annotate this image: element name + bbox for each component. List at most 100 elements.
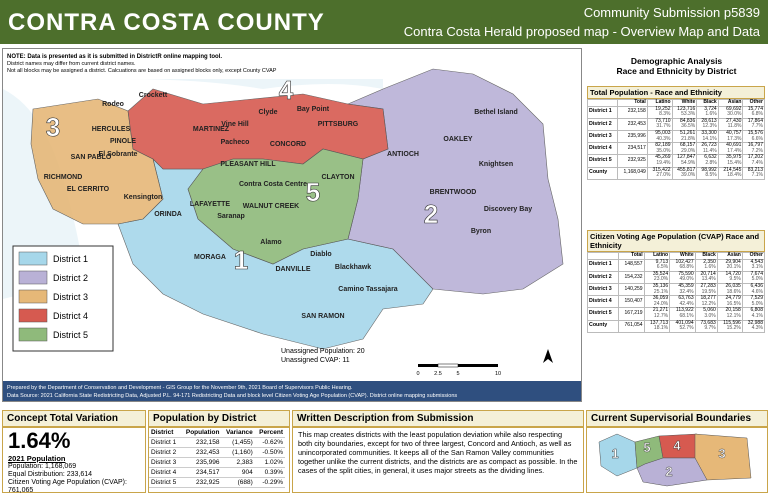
percent: 29.0%	[681, 147, 696, 154]
place-label: OAKLEY	[443, 136, 473, 143]
table-cell: District 5	[149, 477, 181, 488]
row-name: District 2	[586, 270, 620, 284]
value-cell: 315,422 27.0%	[646, 166, 673, 180]
percent: 20.1%	[726, 264, 741, 271]
percent: 32.4%	[679, 288, 694, 295]
table-row: County 761,054 137,713 18.1% 401,094 52.7% 73,…	[586, 319, 766, 333]
header-cell	[586, 252, 620, 260]
count: 35,975	[726, 154, 742, 161]
map-note: NOTE: Data is presented as it is submitt…	[7, 54, 222, 60]
place-label: Byron	[471, 228, 491, 235]
district-number: 1	[234, 245, 248, 275]
place-label: DANVILLE	[276, 266, 311, 273]
count: 24,779	[725, 295, 741, 302]
count: 18,277	[700, 295, 716, 302]
percent: 5.0%	[751, 300, 763, 307]
scale-label: 2.5	[434, 371, 442, 377]
place-label: HERCULES	[92, 126, 131, 133]
value-cell: 27,283 19.5%	[694, 282, 718, 297]
footer-band	[3, 381, 581, 401]
count: 35,524	[652, 270, 669, 277]
current-label: 5	[643, 440, 650, 455]
place-label: Camino Tassajara	[338, 286, 398, 293]
place-label: Blackhawk	[335, 264, 371, 271]
count: 17,202	[747, 154, 763, 161]
value-cell: 24,779 16.5%	[716, 295, 743, 309]
value-cell: 4,543 3.1%	[741, 258, 766, 272]
count: 29,904	[725, 258, 741, 265]
value-cell: 115,596 15.2%	[716, 319, 743, 333]
count: 69,692	[726, 105, 742, 112]
value-cell: 98,992 8.5%	[696, 166, 719, 180]
percent: 42.4%	[679, 300, 694, 307]
percent: 4.1%	[751, 312, 763, 319]
value-cell: 113,922 68.1%	[669, 307, 696, 321]
percent: 24.0%	[653, 300, 669, 307]
map-note: Not all blocks may be assigned a distric…	[7, 68, 277, 74]
value-cell: 6,808 4.1%	[741, 307, 766, 321]
table-cell: -0.29%	[254, 477, 285, 488]
district-area	[187, 148, 364, 265]
count: 45,359	[678, 282, 694, 289]
value-cell: 6,632 2.8%	[696, 154, 719, 168]
place-label: Rodeo	[102, 101, 124, 108]
count: 7,674	[750, 270, 763, 277]
submission: Community Submission p5839	[583, 5, 760, 20]
value-cell: 45,269 19.4%	[646, 154, 673, 168]
current-title: Current Supervisorial Boundaries	[587, 411, 767, 428]
value-cell: 17,202 7.4%	[742, 154, 765, 168]
percent: 4.3%	[751, 325, 763, 332]
table-row: District 1 232,158 19,252 8.3% 123,716 53.3% 3…	[586, 105, 765, 119]
place-label: PINOLE	[110, 138, 136, 145]
count: 40,691	[726, 142, 742, 149]
percent: 7.7%	[751, 123, 763, 130]
percent: 53.3%	[681, 111, 696, 118]
total-cell: 761,054	[618, 319, 645, 333]
scale-label: 5	[456, 371, 459, 377]
table-row: District 3 235,996 2,383 1.02%	[149, 457, 285, 468]
table-row: District 5 232,925 (688) -0.29%	[149, 477, 285, 488]
north-arrow	[543, 349, 553, 363]
place-label: BRENTWOOD	[430, 189, 477, 196]
legend-label: District 4	[53, 311, 88, 321]
percent: 9.7%	[704, 325, 716, 332]
value-cell: 18,277 12.2%	[694, 295, 718, 309]
total-cell: 232,158	[617, 105, 648, 119]
place-label: Crockett	[139, 92, 168, 99]
place-label: ANTIOCH	[387, 151, 419, 158]
value-cell: 63,763 42.4%	[669, 295, 696, 309]
header-cell: Total	[618, 252, 645, 260]
count: 33,300	[701, 129, 717, 136]
footer-text: Prepared by the Department of Conservati…	[7, 385, 353, 391]
value-cell: 127,847 54.9%	[671, 154, 698, 168]
percent: 40.3%	[656, 135, 671, 142]
variation-box: Concept Total Variation 1.64% 2021 Popul…	[2, 410, 146, 494]
value-cell: 102,427 68.8%	[669, 258, 696, 272]
table-cell: -0.50%	[254, 447, 285, 458]
variation-value: 1.64%	[8, 428, 71, 453]
demographics-title: Demographic Analysis	[630, 56, 723, 66]
count: 84,836	[679, 117, 696, 124]
percent: 6.6%	[751, 135, 763, 142]
value-cell: 401,094 52.7%	[669, 319, 696, 333]
place-label: Clyde	[258, 109, 277, 116]
table-row: District 3 140,259 35,136 25.1% 45,359 32.4% 2…	[586, 282, 766, 297]
place-label: Bethel Island	[474, 109, 518, 116]
count: 214,545	[723, 166, 742, 173]
place-label: CLAYTON	[321, 174, 354, 181]
percent: 12.7%	[653, 312, 669, 319]
place-label: Discovery Bay	[484, 206, 532, 213]
table-row: District 1 232,158 (1,455) -0.62%	[149, 437, 285, 448]
value-cell: 20,158 12.1%	[716, 307, 743, 321]
percent: 7.1%	[751, 172, 763, 179]
place-label: Saranap	[217, 213, 245, 220]
count: 28,613	[701, 117, 717, 124]
table-wrap: Citizen Voting Age Population (CVAP) Rac…	[586, 230, 766, 333]
count: 35,136	[652, 282, 669, 289]
percent: 14.1%	[702, 135, 717, 142]
percent: 68.1%	[679, 312, 694, 319]
value-cell: 214,545 18.4%	[717, 166, 744, 180]
count: 19,252	[655, 105, 671, 112]
demographics-table: Total Population - Race and Ethnicity Tot…	[586, 86, 765, 180]
